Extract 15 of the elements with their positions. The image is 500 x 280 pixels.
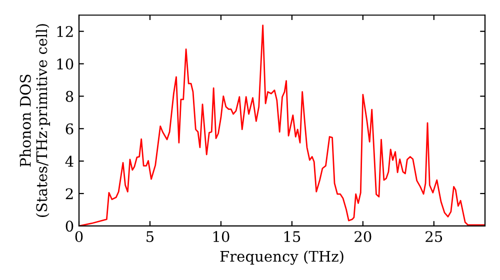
y-tick-label: 2 bbox=[66, 188, 73, 200]
y-tick-label: 0 bbox=[66, 220, 74, 232]
y-tick-label: 6 bbox=[66, 123, 74, 134]
y-tick-label: 10 bbox=[57, 58, 74, 70]
y-axis-title: Phonon DOS (States/THz·primitive cell) bbox=[20, 24, 50, 217]
y-tick-label: 8 bbox=[66, 90, 74, 102]
x-tick-label: 0 bbox=[75, 231, 83, 242]
x-tick-label: 15 bbox=[284, 231, 300, 242]
x-tick-label: 20 bbox=[354, 231, 372, 242]
x-tick-label: 25 bbox=[426, 231, 442, 242]
x-axis-title: Frequency (THz) bbox=[220, 250, 344, 265]
x-tick-label: 5 bbox=[146, 231, 154, 242]
x-tick-label: 10 bbox=[213, 231, 230, 242]
y-tick-label: 4 bbox=[65, 156, 74, 167]
y-tick-label: 12 bbox=[57, 26, 73, 37]
